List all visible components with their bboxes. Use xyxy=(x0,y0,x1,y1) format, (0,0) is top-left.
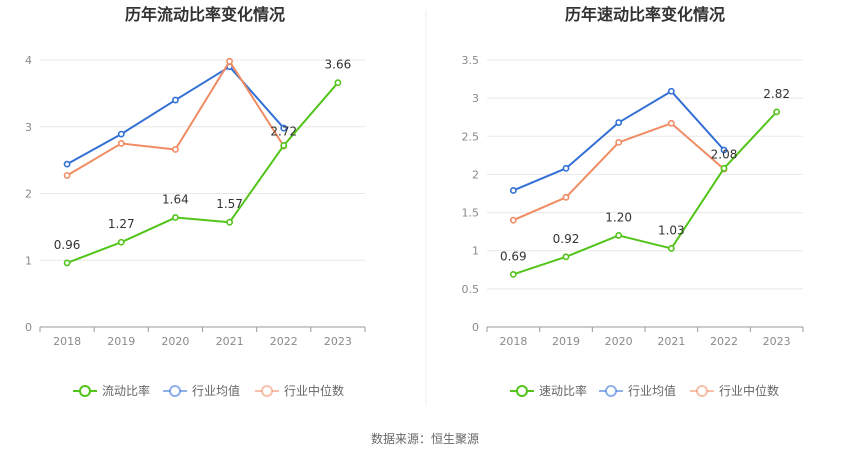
series-point-1 xyxy=(509,187,517,194)
x-tick-label: 2023 xyxy=(324,335,352,348)
legend-label: 行业中位数 xyxy=(284,383,344,398)
series-point-2 xyxy=(63,172,71,179)
legend-marker-circle xyxy=(696,385,708,397)
legend-marker-circle xyxy=(261,385,273,397)
chart-title: 历年速动比率变化情况 xyxy=(565,5,725,24)
x-tick-label: 2023 xyxy=(763,335,791,348)
legend-label: 行业均值 xyxy=(628,383,676,398)
x-tick-label: 2022 xyxy=(710,335,738,348)
x-tick-label: 2019 xyxy=(107,335,135,348)
series-point-2 xyxy=(667,119,675,127)
x-tick-label: 2021 xyxy=(216,335,244,348)
series-point-0 xyxy=(334,79,342,87)
x-tick-label: 2018 xyxy=(499,335,527,348)
x-tick-label: 2019 xyxy=(552,335,580,348)
series-point-1 xyxy=(562,164,570,172)
data-label: 1.57 xyxy=(216,197,243,211)
x-tick-label: 2021 xyxy=(657,335,685,348)
legend-marker-circle xyxy=(516,385,528,397)
y-tick-label: 2 xyxy=(472,168,479,181)
series-point-0 xyxy=(63,259,71,267)
series-point-0 xyxy=(615,232,623,239)
x-tick-label: 2018 xyxy=(53,335,81,348)
x-tick-label: 2020 xyxy=(605,335,633,348)
y-tick-label: 1.5 xyxy=(462,207,480,220)
series-point-1 xyxy=(172,96,179,104)
series-line-0 xyxy=(66,82,339,264)
series-point-2 xyxy=(615,138,623,146)
y-tick-label: 3 xyxy=(472,92,479,105)
series-line-2 xyxy=(512,122,725,222)
data-label: 0.96 xyxy=(54,238,81,252)
data-label: 1.64 xyxy=(162,193,189,207)
y-tick-label: 1 xyxy=(25,254,32,267)
y-tick-label: 0.5 xyxy=(462,283,480,296)
data-label: 0.69 xyxy=(500,249,527,263)
y-tick-label: 2 xyxy=(25,188,32,201)
y-tick-label: 1 xyxy=(472,245,479,258)
series-point-2 xyxy=(226,57,233,65)
series-point-0 xyxy=(667,245,675,252)
series-line-0 xyxy=(513,111,778,276)
series-point-1 xyxy=(280,124,288,132)
series-line-2 xyxy=(66,60,285,177)
series-point-2 xyxy=(562,193,570,201)
series-point-0 xyxy=(720,164,728,172)
y-tick-label: 3.5 xyxy=(462,54,480,67)
series-point-0 xyxy=(172,214,179,221)
legend-label: 行业均值 xyxy=(192,383,240,398)
series-point-0 xyxy=(226,218,233,226)
source-note: 数据来源：恒生聚源 xyxy=(371,431,479,446)
y-tick-label: 2.5 xyxy=(462,130,480,143)
series-point-1 xyxy=(720,146,728,154)
quick-ratio-chart: 历年速动比率变化情况 0 0.5 1 1.5 2 2.5 3 3.5 2018 2019 2020 20… xyxy=(462,5,804,398)
series-point-1 xyxy=(63,160,71,168)
legend-label: 速动比率 xyxy=(539,383,587,398)
data-label: 2.72 xyxy=(270,124,297,138)
y-tick-label: 0 xyxy=(25,321,32,334)
series-point-1 xyxy=(117,130,125,138)
data-label: 1.03 xyxy=(658,223,685,237)
series-point-2 xyxy=(117,140,125,147)
data-label: 2.82 xyxy=(763,87,790,101)
series-point-2 xyxy=(509,216,517,224)
chart-title: 历年流动比率变化情况 xyxy=(125,5,285,24)
legend-marker-circle xyxy=(605,385,617,397)
series-point-0 xyxy=(773,108,781,116)
series-point-2 xyxy=(172,146,179,153)
series-point-0 xyxy=(509,270,517,278)
series-point-0 xyxy=(562,253,570,261)
data-label: 1.27 xyxy=(108,217,135,231)
legend-marker-circle xyxy=(169,385,181,397)
legend-marker-circle xyxy=(79,385,91,397)
series-point-0 xyxy=(280,142,288,149)
series-point-1 xyxy=(667,87,675,95)
series-point-0 xyxy=(117,238,125,246)
current-ratio-chart: 历年流动比率变化情况 0 1 2 3 4 2018 2019 2020 2021 2022 2023 0… xyxy=(25,5,366,398)
data-label: 2.08 xyxy=(711,147,738,161)
series-point-1 xyxy=(615,119,623,126)
x-tick-label: 2020 xyxy=(161,335,189,348)
y-tick-label: 3 xyxy=(25,121,32,134)
legend-label: 流动比率 xyxy=(102,383,150,398)
y-tick-label: 0 xyxy=(472,321,479,334)
data-label: 3.66 xyxy=(325,58,352,72)
data-label: 1.20 xyxy=(605,210,632,224)
legend-label: 行业中位数 xyxy=(719,383,779,398)
data-label: 0.92 xyxy=(553,232,580,246)
y-tick-label: 4 xyxy=(25,54,32,67)
x-tick-label: 2022 xyxy=(270,335,298,348)
